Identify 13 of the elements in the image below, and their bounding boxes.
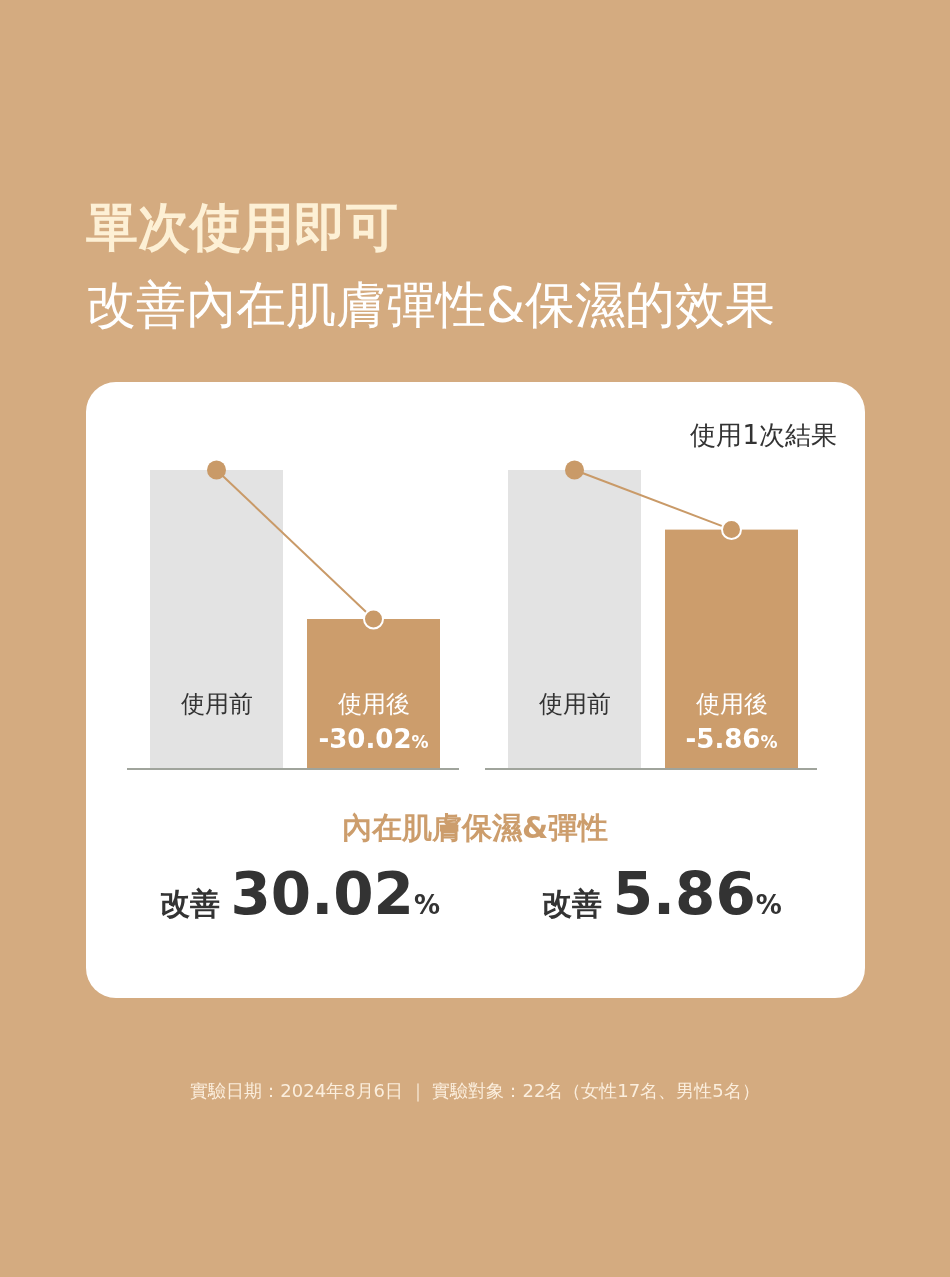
chart-subtitle: 改善內在肌膚彈性&保濕的效果 — [86, 276, 775, 334]
x-tick-label: 使用前 — [538, 690, 611, 718]
text: 改善 30.02% — [160, 860, 440, 928]
text: 內在肌膚保濕&彈性 — [341, 810, 609, 845]
x-tick-label: 使用前 — [180, 690, 253, 718]
text: 實驗日期：2024年8月6日 ｜ 實驗對象：22名（女性17名、男性5名） — [190, 1080, 760, 1102]
text: 改善 5.86% — [542, 860, 782, 928]
x-tick-label: 使用後 — [337, 690, 410, 718]
annotation: -5.86% — [685, 724, 778, 754]
text: 使用1次結果 — [690, 420, 837, 450]
chart-title: 單次使用即可 — [86, 197, 398, 257]
x-tick-label: 使用後 — [695, 690, 768, 718]
annotation: -30.02% — [318, 724, 429, 754]
